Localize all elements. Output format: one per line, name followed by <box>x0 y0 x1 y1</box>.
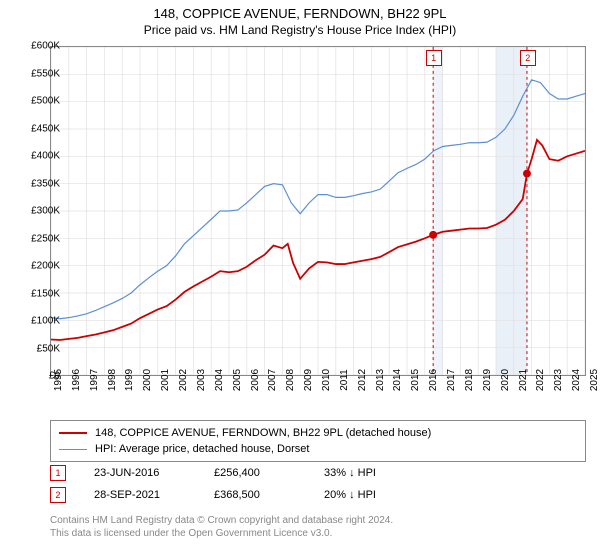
x-tick-label: 2017 <box>446 369 457 391</box>
sale-price: £368,500 <box>214 489 324 501</box>
x-tick-label: 2005 <box>232 369 243 391</box>
x-tick-label: 2015 <box>410 369 421 391</box>
y-tick-label: £100K <box>12 316 60 327</box>
sale-marker-badge: 2 <box>50 487 66 503</box>
x-tick-label: 2020 <box>500 369 511 391</box>
x-tick-label: 2014 <box>392 369 403 391</box>
x-tick-label: 2023 <box>553 369 564 391</box>
legend-row: HPI: Average price, detached house, Dors… <box>59 441 577 457</box>
sale-marker-badge: 1 <box>426 50 442 66</box>
legend-row: 148, COPPICE AVENUE, FERNDOWN, BH22 9PL … <box>59 425 577 441</box>
legend-label: 148, COPPICE AVENUE, FERNDOWN, BH22 9PL … <box>95 427 431 439</box>
y-tick-label: £200K <box>12 261 60 272</box>
y-tick-label: £300K <box>12 206 60 217</box>
x-tick-label: 2003 <box>196 369 207 391</box>
x-tick-label: 1995 <box>53 369 64 391</box>
footer-line-1: Contains HM Land Registry data © Crown c… <box>50 514 393 527</box>
sale-row: 1 23-JUN-2016£256,40033% ↓ HPI <box>50 462 586 484</box>
x-tick-label: 2000 <box>142 369 153 391</box>
x-tick-label: 1998 <box>107 369 118 391</box>
x-tick-label: 2006 <box>250 369 261 391</box>
x-tick-label: 2024 <box>571 369 582 391</box>
sale-marker-badge: 2 <box>520 50 536 66</box>
sale-price: £256,400 <box>214 467 324 479</box>
footer-line-2: This data is licensed under the Open Gov… <box>50 527 393 540</box>
x-tick-label: 2012 <box>357 369 368 391</box>
x-tick-label: 2007 <box>267 369 278 391</box>
y-tick-label: £500K <box>12 96 60 107</box>
sale-delta: 20% ↓ HPI <box>324 489 414 501</box>
y-tick-label: £350K <box>12 178 60 189</box>
x-tick-label: 2011 <box>339 369 350 391</box>
sale-marker-badge: 1 <box>50 465 66 481</box>
x-tick-label: 2018 <box>464 369 475 391</box>
x-tick-label: 1997 <box>89 369 100 391</box>
x-tick-label: 2002 <box>178 369 189 391</box>
x-tick-label: 2004 <box>214 369 225 391</box>
plot-area <box>50 46 586 376</box>
x-tick-label: 2013 <box>375 369 386 391</box>
sale-date: 28-SEP-2021 <box>94 489 214 501</box>
chart-title: 148, COPPICE AVENUE, FERNDOWN, BH22 9PL <box>0 0 600 21</box>
x-tick-label: 2001 <box>160 369 171 391</box>
x-tick-label: 1996 <box>71 369 82 391</box>
legend-swatch <box>59 449 87 450</box>
x-tick-label: 2016 <box>428 369 439 391</box>
y-tick-label: £50K <box>12 343 60 354</box>
x-tick-label: 2019 <box>482 369 493 391</box>
footer-credits: Contains HM Land Registry data © Crown c… <box>50 514 393 540</box>
chart-subtitle: Price paid vs. HM Land Registry's House … <box>0 21 600 41</box>
plot-svg <box>51 47 585 375</box>
x-tick-label: 2022 <box>535 369 546 391</box>
x-tick-label: 2009 <box>303 369 314 391</box>
y-tick-label: £150K <box>12 288 60 299</box>
x-tick-label: 2021 <box>518 369 529 391</box>
x-tick-label: 2010 <box>321 369 332 391</box>
y-tick-label: £600K <box>12 41 60 52</box>
x-tick-label: 2025 <box>589 369 600 391</box>
sale-row: 2 28-SEP-2021£368,50020% ↓ HPI <box>50 484 586 506</box>
chart-container: 148, COPPICE AVENUE, FERNDOWN, BH22 9PL … <box>0 0 600 560</box>
legend: 148, COPPICE AVENUE, FERNDOWN, BH22 9PL … <box>50 420 586 462</box>
x-tick-label: 2008 <box>285 369 296 391</box>
sale-date: 23-JUN-2016 <box>94 467 214 479</box>
y-tick-label: £400K <box>12 151 60 162</box>
legend-label: HPI: Average price, detached house, Dors… <box>95 443 309 455</box>
sales-table: 1 23-JUN-2016£256,40033% ↓ HPI 2 28-SEP-202… <box>50 462 586 506</box>
y-tick-label: £450K <box>12 123 60 134</box>
sale-delta: 33% ↓ HPI <box>324 467 414 479</box>
legend-swatch <box>59 432 87 434</box>
y-tick-label: £250K <box>12 233 60 244</box>
x-tick-label: 1999 <box>124 369 135 391</box>
y-tick-label: £550K <box>12 68 60 79</box>
